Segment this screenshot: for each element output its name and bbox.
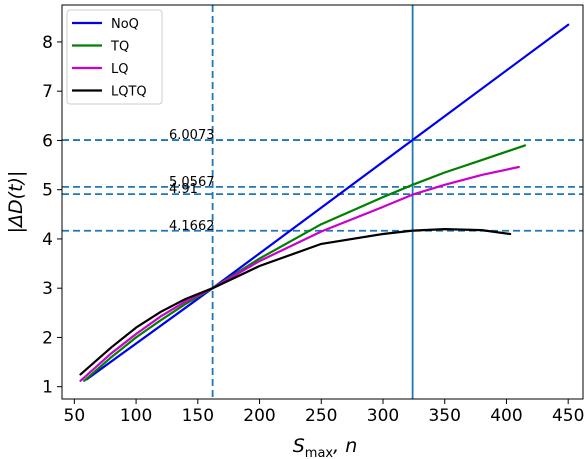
x-axis-title-main: S — [293, 435, 305, 457]
x-axis-title-suffix: , n — [333, 435, 357, 457]
series-line-tq — [83, 144, 527, 382]
legend-label-lqtq: LQTQ — [111, 85, 147, 100]
x-tick-label: 350 — [428, 406, 460, 426]
x-tick-label: 450 — [552, 406, 584, 426]
y-tick-label: 6 — [42, 131, 53, 151]
y-axis-ticks: 1 2 3 4 5 6 7 8 — [42, 33, 62, 398]
series-line-lqtq — [79, 228, 512, 376]
series-group — [79, 23, 570, 382]
y-tick-label: 1 — [42, 378, 53, 398]
y-tick-label: 4 — [42, 230, 53, 250]
hline-label-2: 4.91 — [169, 182, 198, 197]
hline-label-1: 5.0567 — [169, 175, 215, 190]
legend-label-tq: TQ — [110, 40, 129, 55]
legend-label-noq: NoQ — [111, 17, 139, 32]
x-tick-label: 150 — [182, 406, 214, 426]
x-tick-label: 200 — [243, 406, 275, 426]
legend-box — [66, 9, 163, 105]
x-axis-title: Smax, n — [293, 435, 358, 459]
plot-frame — [61, 4, 584, 400]
x-axis-ticks: 50 100 150 200 250 300 350 400 450 — [64, 399, 584, 426]
x-tick-label: 250 — [305, 406, 337, 426]
y-tick-label: 5 — [42, 181, 53, 201]
reference-lines — [62, 5, 583, 399]
x-tick-label: 300 — [367, 406, 399, 426]
y-axis-title: |ΔD(t)| — [5, 171, 27, 234]
x-tick-label: 50 — [64, 406, 86, 426]
y-tick-label: 8 — [42, 33, 53, 53]
x-tick-label: 400 — [490, 406, 522, 426]
x-axis-title-sub: max — [305, 446, 334, 459]
legend: NoQ TQ LQ LQTQ — [66, 9, 163, 105]
y-tick-label: 7 — [42, 82, 53, 102]
hline-label-0: 6.0073 — [169, 128, 215, 143]
x-tick-label: 100 — [120, 406, 152, 426]
y-tick-label: 3 — [42, 279, 53, 299]
y-tick-label: 2 — [42, 328, 53, 348]
series-line-lq — [79, 165, 520, 382]
hline-label-3: 4.1662 — [169, 219, 215, 234]
legend-label-lq: LQ — [111, 62, 128, 77]
